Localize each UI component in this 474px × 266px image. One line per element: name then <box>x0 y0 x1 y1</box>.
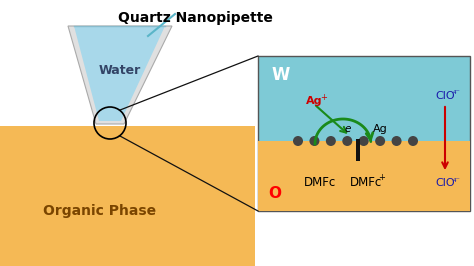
Circle shape <box>342 136 352 146</box>
Text: O: O <box>268 186 281 201</box>
Text: +: + <box>379 173 385 182</box>
Text: Quartz Nanopipette: Quartz Nanopipette <box>118 11 273 25</box>
Text: ClO: ClO <box>435 91 455 101</box>
Bar <box>258 141 470 211</box>
Text: ClO: ClO <box>435 178 455 188</box>
Circle shape <box>375 136 385 146</box>
Text: Ag: Ag <box>373 124 387 134</box>
Text: Water: Water <box>99 64 141 77</box>
Text: +: + <box>320 93 327 102</box>
Bar <box>0 126 255 266</box>
Polygon shape <box>74 26 165 121</box>
Circle shape <box>326 136 336 146</box>
Bar <box>258 56 470 211</box>
Circle shape <box>408 136 418 146</box>
Text: ₄⁻: ₄⁻ <box>453 88 461 97</box>
Text: e: e <box>345 124 351 134</box>
Circle shape <box>392 136 401 146</box>
Circle shape <box>359 136 369 146</box>
Text: Ag: Ag <box>306 96 322 106</box>
Text: ₄⁻: ₄⁻ <box>453 174 461 184</box>
Polygon shape <box>68 26 172 124</box>
Bar <box>356 139 360 161</box>
Text: Organic Phase: Organic Phase <box>44 204 156 218</box>
Text: W: W <box>272 66 291 84</box>
Circle shape <box>293 136 303 146</box>
Text: DMFc: DMFc <box>350 177 382 189</box>
Text: DMFc: DMFc <box>304 177 336 189</box>
Circle shape <box>310 136 319 146</box>
